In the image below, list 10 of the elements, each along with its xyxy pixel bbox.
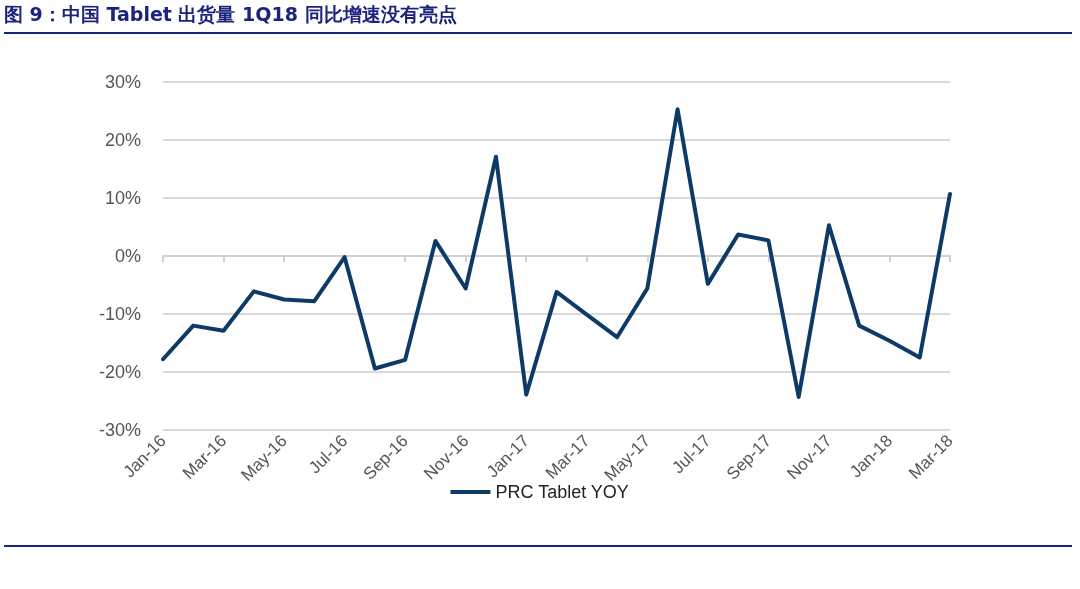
line-series bbox=[161, 107, 952, 399]
y-tick-label: 0% bbox=[114, 246, 141, 266]
y-tick-label: -10% bbox=[98, 304, 141, 324]
y-tick-label: 10% bbox=[104, 188, 141, 208]
y-tick-label: -20% bbox=[98, 362, 141, 382]
legend-label: PRC Tablet YOY bbox=[495, 482, 629, 502]
y-tick-label: 30% bbox=[104, 72, 141, 92]
y-tick-label: 20% bbox=[104, 130, 141, 150]
y-tick-label: -30% bbox=[98, 420, 141, 440]
chart-title: 图 9：中国 Tablet 出货量 1Q18 同比增速没有亮点 bbox=[4, 2, 1072, 34]
